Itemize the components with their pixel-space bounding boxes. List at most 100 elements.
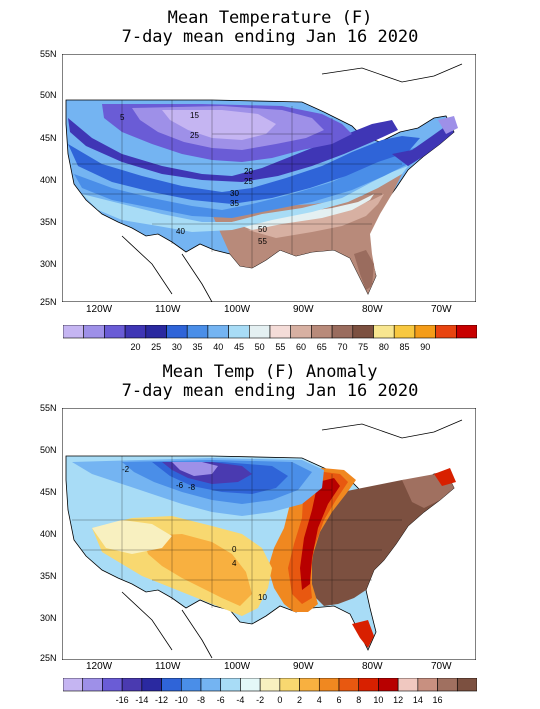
legend-swatch [207, 325, 229, 339]
top-contour-label: 30 [230, 189, 239, 198]
legend-label: 2 [297, 695, 302, 705]
top-contour-label: 50 [258, 225, 267, 234]
top-lat-label: 35N [40, 217, 57, 227]
legend-label: 65 [317, 342, 327, 352]
legend-swatch [180, 678, 202, 692]
top-title-line2: 7-day mean ending Jan 16 2020 [121, 27, 419, 47]
bottom-contour-label: 0 [232, 545, 237, 554]
top-lat-label: 55N [40, 49, 57, 59]
legend-label: 0 [277, 695, 282, 705]
legend-swatch [456, 678, 477, 692]
legend-label: 60 [296, 342, 306, 352]
legend-swatch [311, 325, 333, 339]
bottom-contour-label: 10 [258, 593, 267, 602]
bottom-lat-label: 45N [40, 487, 57, 497]
legend-label: -16 [116, 695, 129, 705]
legend-swatch [437, 678, 458, 692]
legend-label: -4 [236, 695, 244, 705]
top-contour-label: 25 [190, 131, 199, 140]
legend-swatch [102, 678, 123, 692]
legend-label: 6 [336, 695, 341, 705]
top-contour-label: 35 [230, 199, 239, 208]
legend-label: -14 [135, 695, 148, 705]
legend-label: 50 [255, 342, 265, 352]
top-contour-label: 55 [258, 237, 267, 246]
legend-label: 75 [358, 342, 368, 352]
legend-swatch [104, 325, 126, 339]
bottom-lon-label: 110W [155, 661, 181, 672]
legend-swatch [393, 325, 416, 339]
legend-swatch [338, 678, 360, 692]
bottom-contour-label: -6 [176, 481, 184, 490]
legend-swatch [435, 325, 457, 339]
legend-swatch [290, 325, 312, 339]
legend-swatch [161, 678, 182, 692]
top-lat-label: 45N [40, 133, 57, 143]
legend-swatch [318, 678, 340, 692]
legend-swatch [259, 678, 281, 692]
top-lon-label: 70W [431, 304, 452, 315]
bottom-lon-label: 90W [293, 661, 314, 672]
legend-swatch [279, 678, 300, 692]
bottom-contour-label: -8 [188, 483, 196, 492]
legend-label: 20 [130, 342, 140, 352]
top-lat-label: 40N [40, 175, 57, 185]
top-lat-label: 30N [40, 259, 57, 269]
top-contour-label: 20 [244, 167, 253, 176]
legend-swatch [455, 325, 477, 339]
legend-label: 30 [172, 342, 182, 352]
legend-swatch [63, 325, 85, 339]
bottom-lat-label: 30N [40, 613, 57, 623]
top-lon-label: 100W [224, 304, 251, 315]
top-map: 5 15 25 20 25 30 35 40 50 55 [62, 54, 476, 302]
legend-swatch [83, 325, 105, 339]
legend-label: -12 [155, 695, 168, 705]
legend-swatch [331, 325, 354, 339]
legend-label: -2 [256, 695, 264, 705]
bottom-contour-label: 4 [232, 559, 237, 568]
bottom-lon-label: 120W [86, 661, 113, 672]
legend-label: 70 [337, 342, 347, 352]
legend-label: 10 [373, 695, 383, 705]
legend-swatch [124, 325, 147, 339]
bottom-lat-label: 35N [40, 571, 57, 581]
legend-swatch [145, 325, 167, 339]
legend-swatch [414, 325, 436, 339]
bottom-lon-label: 100W [224, 661, 251, 672]
bottom-lat-label: 50N [40, 445, 57, 455]
bottom-lat-label: 55N [40, 403, 57, 413]
legend-swatch [373, 325, 395, 339]
top-title-line1: Mean Temperature (F) [167, 8, 373, 28]
top-legend: 20 25 30 35 40 45 50 55 60 65 70 75 80 85 90 [63, 325, 477, 352]
top-contour-label: 25 [244, 177, 253, 186]
bottom-lat-label: 40N [40, 529, 57, 539]
legend-label: 16 [433, 695, 443, 705]
legend-label: -8 [197, 695, 205, 705]
legend-swatch [82, 678, 103, 692]
legend-swatch [358, 678, 379, 692]
legend-swatch [186, 325, 209, 339]
legend-label: 55 [275, 342, 285, 352]
legend-label: 40 [213, 342, 223, 352]
legend-swatch [249, 325, 271, 339]
legend-label: 85 [400, 342, 410, 352]
legend-label: 25 [151, 342, 161, 352]
legend-label: 8 [356, 695, 361, 705]
legend-swatch [352, 325, 374, 339]
legend-label: -6 [217, 695, 225, 705]
top-lat-label: 25N [40, 297, 57, 307]
legend-label: 45 [234, 342, 244, 352]
bottom-lon-label: 70W [431, 661, 452, 672]
legend-swatch [166, 325, 188, 339]
legend-swatch [397, 678, 419, 692]
legend-swatch [200, 678, 222, 692]
legend-label: 4 [317, 695, 322, 705]
bottom-legend: -16 -14 -12 -10 -8 -6 -4 -2 0 2 4 6 8 10 12 14 16 [63, 678, 477, 705]
legend-swatch [269, 325, 292, 339]
bottom-contour-label: -2 [122, 465, 130, 474]
legend-label: 12 [393, 695, 403, 705]
bottom-lat-label: 25N [40, 653, 57, 663]
legend-label: 35 [193, 342, 203, 352]
bottom-title-line2: 7-day mean ending Jan 16 2020 [121, 381, 419, 401]
legend-label: 14 [413, 695, 423, 705]
